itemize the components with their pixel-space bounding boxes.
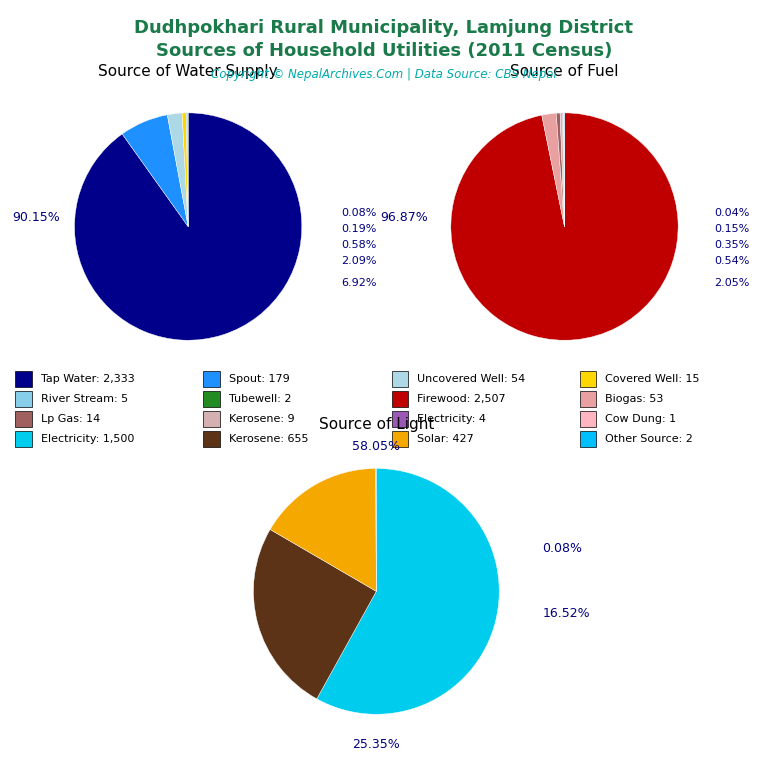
Text: Tap Water: 2,333: Tap Water: 2,333 [41,374,134,384]
Text: 6.92%: 6.92% [342,278,377,289]
Text: Electricity: 1,500: Electricity: 1,500 [41,434,134,444]
Wedge shape [122,115,188,227]
Bar [15,411,31,427]
Wedge shape [270,468,376,591]
Title: Source of Water Supply: Source of Water Supply [98,65,278,79]
Text: Copyright © NepalArchives.Com | Data Source: CBS Nepal: Copyright © NepalArchives.Com | Data Sou… [211,68,557,81]
Text: 90.15%: 90.15% [12,211,60,224]
Bar [204,371,220,387]
Bar [15,431,31,447]
Text: Sources of Household Utilities (2011 Census): Sources of Household Utilities (2011 Cen… [156,42,612,60]
Text: 0.04%: 0.04% [714,208,750,218]
Text: Electricity: 4: Electricity: 4 [417,414,486,424]
Wedge shape [182,113,188,227]
Bar [392,371,408,387]
Text: 0.54%: 0.54% [714,256,750,266]
Bar [392,411,408,427]
Text: 16.52%: 16.52% [542,607,590,620]
Bar [580,371,596,387]
Text: Dudhpokhari Rural Municipality, Lamjung District: Dudhpokhari Rural Municipality, Lamjung … [134,19,634,37]
Wedge shape [74,113,302,340]
Text: 25.35%: 25.35% [353,739,400,751]
Text: Biogas: 53: Biogas: 53 [605,394,664,404]
Text: 0.19%: 0.19% [342,223,377,233]
Text: 58.05%: 58.05% [353,440,400,453]
Text: Cow Dung: 1: Cow Dung: 1 [605,414,677,424]
Bar [204,431,220,447]
Bar [580,431,596,447]
Text: Firewood: 2,507: Firewood: 2,507 [417,394,506,404]
Wedge shape [451,113,678,340]
Text: 0.08%: 0.08% [342,208,377,218]
Title: Source of Light: Source of Light [319,418,434,432]
Bar [580,411,596,427]
Wedge shape [560,113,564,227]
Bar [392,431,408,447]
Wedge shape [541,113,564,227]
Text: 96.87%: 96.87% [380,211,428,224]
Bar [15,391,31,407]
Wedge shape [167,113,188,227]
Title: Source of Fuel: Source of Fuel [510,65,619,79]
Text: Uncovered Well: 54: Uncovered Well: 54 [417,374,525,384]
Text: River Stream: 5: River Stream: 5 [41,394,128,404]
Wedge shape [253,529,376,699]
Bar [15,371,31,387]
Wedge shape [556,113,564,227]
Text: 2.09%: 2.09% [342,256,377,266]
Text: Other Source: 2: Other Source: 2 [605,434,694,444]
Text: Tubewell: 2: Tubewell: 2 [229,394,292,404]
Wedge shape [316,468,499,714]
Bar [204,391,220,407]
Bar [580,391,596,407]
Text: 2.05%: 2.05% [714,278,750,289]
Text: Kerosene: 9: Kerosene: 9 [229,414,295,424]
Text: Kerosene: 655: Kerosene: 655 [229,434,309,444]
Text: 0.58%: 0.58% [342,240,377,250]
Wedge shape [562,113,564,227]
Text: 0.15%: 0.15% [714,223,750,233]
Text: Spout: 179: Spout: 179 [229,374,290,384]
Text: Covered Well: 15: Covered Well: 15 [605,374,700,384]
Text: 0.35%: 0.35% [714,240,750,250]
Text: Lp Gas: 14: Lp Gas: 14 [41,414,100,424]
Text: 0.08%: 0.08% [542,542,582,554]
Text: Solar: 427: Solar: 427 [417,434,474,444]
Bar [392,391,408,407]
Wedge shape [186,113,188,227]
Bar [204,411,220,427]
